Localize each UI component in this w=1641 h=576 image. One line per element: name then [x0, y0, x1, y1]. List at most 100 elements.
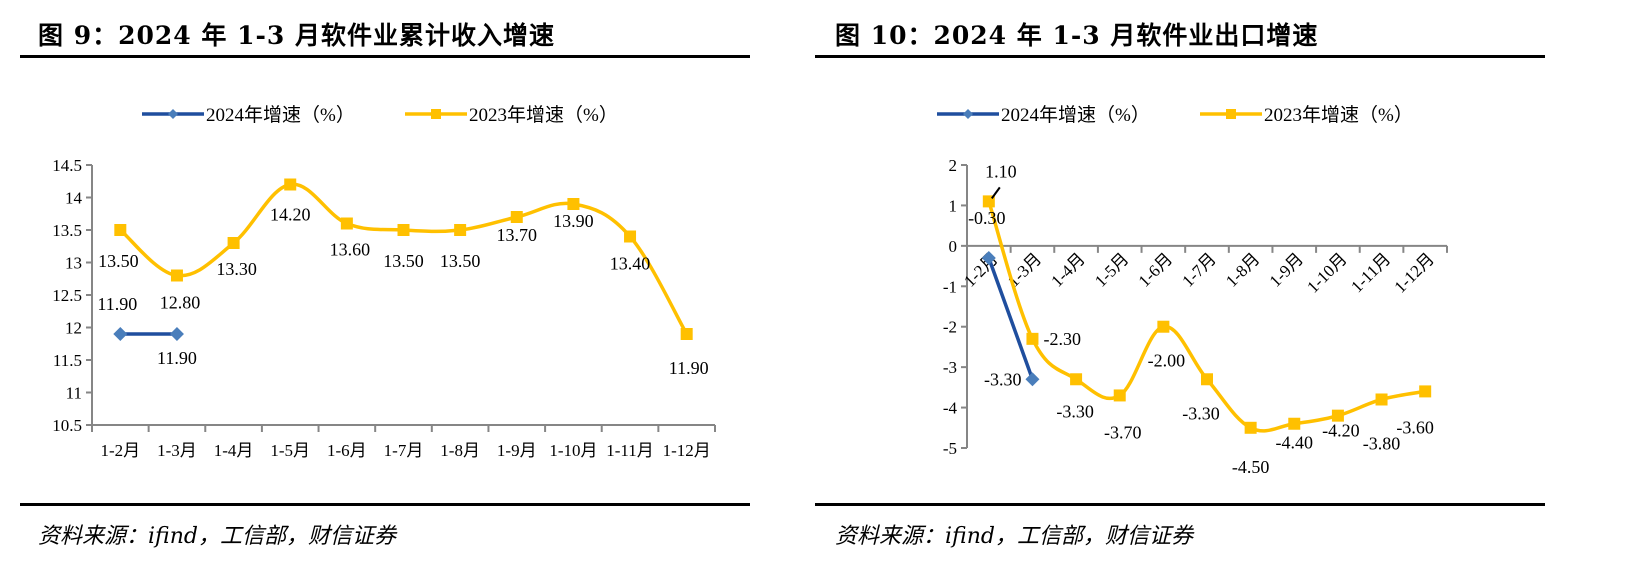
chart-left: 2024年增速（%） 2023年增速（%） 14.5 14 13.5 13 12.5 12 11…: [52, 104, 716, 460]
x-tick-label: 1-5月: [270, 441, 310, 460]
y-tick-label: -3: [943, 358, 957, 377]
data-label: 11.90: [157, 348, 197, 368]
left-figure: 图 9：2024 年 1-3 月软件业累计收入增速 2024年增速（%） 2023…: [0, 0, 760, 576]
data-label: -3.30: [984, 369, 1022, 389]
data-label: -2.30: [1043, 329, 1081, 349]
x-tick-label: 1-4月: [214, 441, 254, 460]
data-point-diamond: [113, 327, 128, 341]
y-tick-label: 11: [66, 384, 82, 403]
y-tick-label: -5: [943, 439, 957, 458]
y-tick-label: 2: [949, 156, 958, 175]
x-tick-label: 1-11月: [1347, 249, 1394, 296]
y-tick-label: 12.5: [52, 286, 82, 305]
data-label: -4.40: [1276, 433, 1314, 453]
data-point-square: [567, 198, 580, 210]
data-label: 11.90: [97, 294, 137, 314]
legend-label: 2023年增速（%）: [469, 104, 618, 126]
legend-label: 2023年增速（%）: [1264, 104, 1413, 126]
x-tick-label: 1-5月: [1091, 249, 1132, 290]
data-point-square: [284, 178, 297, 191]
data-label: -0.30: [968, 208, 1006, 228]
series-2024: -0.30 -3.30: [968, 208, 1040, 389]
title-rule: [20, 55, 750, 58]
series-line: [987, 200, 1426, 433]
data-label: -3.30: [1182, 403, 1220, 423]
data-point-square: [170, 269, 183, 282]
data-label: -4.50: [1232, 457, 1270, 477]
data-point-square: [510, 211, 523, 223]
data-label: -3.30: [1056, 401, 1094, 421]
x-tick-label: 1-12月: [1391, 249, 1438, 296]
y-tick-label: 11.5: [53, 351, 82, 370]
x-tick-label: 1-9月: [1266, 249, 1307, 290]
figure-title: 图 10：2024 年 1-3 月软件业出口增速: [835, 21, 1319, 50]
legend-marker-diamond: [963, 109, 973, 119]
series-2023: 13.50 12.80 13.30 14.20 13.60 13.50 13.50 13.70…: [98, 178, 709, 378]
data-point-square: [1419, 385, 1432, 398]
data-point-square: [624, 230, 637, 243]
data-point-square: [1375, 393, 1388, 406]
series-2024: 11.90 11.90: [97, 294, 196, 368]
legend: 2024年增速（%） 2023年增速（%）: [937, 104, 1413, 126]
x-tick-label: 1-9月: [497, 441, 537, 460]
y-tick-label: 1: [949, 196, 958, 215]
legend-marker-diamond: [168, 109, 178, 119]
data-point-square: [1331, 409, 1344, 422]
y-tick-label: 10.5: [52, 416, 82, 435]
y-tick-label: 0: [949, 237, 958, 256]
data-point-square: [1113, 389, 1126, 402]
x-tick-label: 1-10月: [549, 441, 597, 460]
data-point-square: [340, 217, 353, 230]
right-figure: 图 10：2024 年 1-3 月软件业出口增速 资料来源：ifind，工信部，…: [800, 0, 1641, 576]
legend-label: 2024年增速（%）: [206, 104, 355, 126]
legend-label: 2024年增速（%）: [1001, 104, 1150, 126]
legend-marker-square: [1226, 109, 1236, 119]
data-label: 13.70: [497, 225, 538, 245]
x-tick-label: 1-8月: [1222, 249, 1263, 290]
data-point-square: [1288, 417, 1301, 430]
data-point-diamond: [169, 327, 184, 341]
label-leader-line: [991, 186, 1001, 199]
data-label: 11.90: [669, 358, 709, 378]
data-point-diamond: [1025, 372, 1040, 387]
y-tick-label: 14.5: [52, 156, 82, 175]
legend: 2024年增速（%） 2023年增速（%）: [142, 104, 618, 126]
data-label: 12.80: [160, 293, 201, 313]
x-tick-label: 1-2月: [100, 441, 140, 460]
x-tick-label: 1-11月: [606, 441, 654, 460]
data-point-square: [114, 224, 127, 236]
data-point-square: [454, 224, 467, 236]
data-label: 13.90: [553, 211, 594, 231]
data-label: -3.60: [1396, 417, 1434, 437]
x-tick-label: 1-12月: [663, 441, 711, 460]
data-point-square: [680, 328, 693, 340]
data-label: 14.20: [270, 205, 311, 225]
data-point-square: [1026, 332, 1039, 345]
source-rule: [815, 503, 1545, 506]
data-label: 13.40: [610, 254, 651, 274]
chart-right: 2024年增速（%） 2023年增速（%）210-1-2-3-4-51-2月 1-3…: [937, 104, 1448, 477]
data-label: -3.80: [1363, 433, 1401, 453]
data-point-square: [397, 224, 410, 236]
series-2023: 1.10-2.30-3.30-3.70-2.00-3.30-4.50-4.40-…: [982, 161, 1434, 477]
series-line: [987, 257, 1035, 380]
data-label: 13.60: [330, 240, 371, 260]
y-tick-label: -2: [943, 318, 957, 337]
data-label: 13.50: [440, 251, 481, 271]
x-tick-label: 1-10月: [1303, 249, 1350, 296]
x-tick-label: 1-4月: [1047, 249, 1088, 290]
source-rule: [20, 503, 750, 506]
title-rule: [815, 55, 1545, 58]
x-tick-label: 1-6月: [327, 441, 367, 460]
y-tick-label: -1: [943, 277, 957, 296]
data-point-diamond: [981, 250, 996, 265]
y-tick-label: -4: [943, 399, 958, 418]
legend-marker-square: [431, 109, 441, 119]
x-tick-label: 1-3月: [157, 441, 197, 460]
data-point-square: [227, 237, 240, 249]
data-label: 13.30: [216, 259, 257, 279]
y-tick-label: 13.5: [52, 221, 82, 240]
data-label: -3.70: [1104, 422, 1142, 442]
x-tick-label: 1-8月: [440, 441, 480, 460]
data-point-square: [1070, 373, 1083, 386]
